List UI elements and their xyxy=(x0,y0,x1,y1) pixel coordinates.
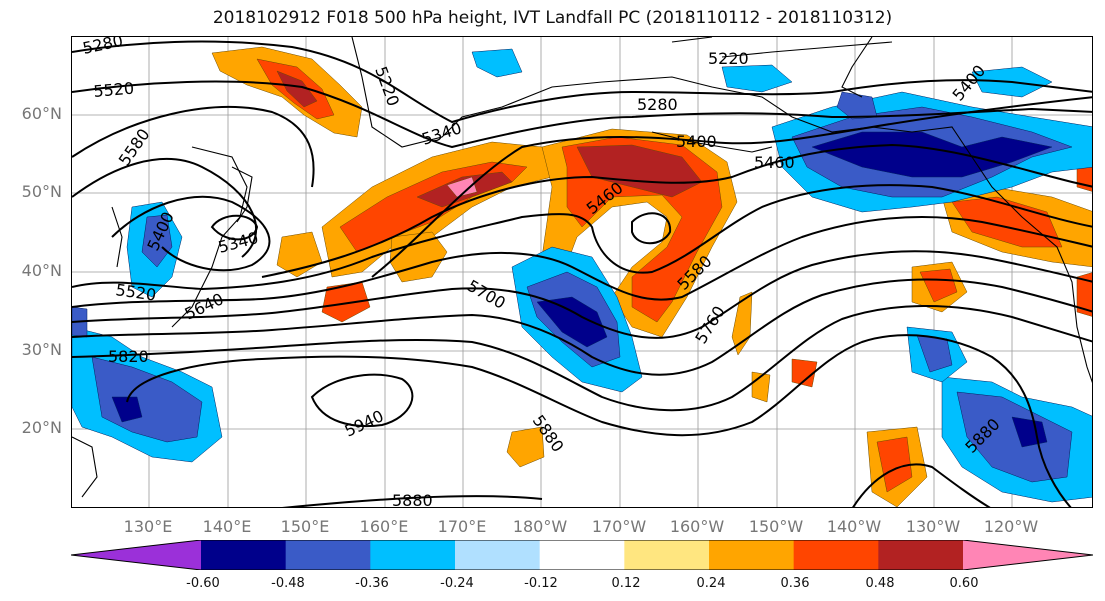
lat-label-40n: 40°N xyxy=(21,261,62,280)
contour-label: 5520 xyxy=(93,79,135,101)
lon-label-170w: 170°W xyxy=(591,517,647,536)
colorbar-tick-label: -0.12 xyxy=(524,576,558,591)
colorbar-segment xyxy=(709,540,795,570)
colorbar-segment xyxy=(285,540,371,570)
contour-label: 5460 xyxy=(754,153,795,172)
height-contours xyxy=(72,40,1092,507)
lat-label-50n: 50°N xyxy=(21,182,62,201)
contour-label: 5220 xyxy=(371,64,403,109)
lon-label-130e: 130°E xyxy=(123,517,173,536)
contour-label: 5820 xyxy=(108,347,149,366)
contour-label: 5400 xyxy=(676,132,717,151)
lon-label-130w: 130°W xyxy=(905,517,961,536)
contour-label: 5640 xyxy=(182,289,227,323)
contour-label: 5940 xyxy=(342,406,387,440)
lon-label-160e: 160°E xyxy=(359,517,409,536)
map-title: 2018102912 F018 500 hPa height, IVT Land… xyxy=(212,8,893,28)
contour-label: 5760 xyxy=(691,303,729,348)
colorbar xyxy=(71,540,1093,570)
lon-label-150w: 150°W xyxy=(748,517,804,536)
colorbar-extend-high xyxy=(963,540,1093,570)
contour-label: 5700 xyxy=(464,276,509,313)
contour-label: 5880 xyxy=(392,491,433,508)
contour-label: 5280 xyxy=(637,95,678,114)
lon-label-140e: 140°E xyxy=(202,517,252,536)
lon-label-170e: 170°E xyxy=(437,517,487,536)
colorbar-segment xyxy=(455,540,541,570)
colorbar-segment xyxy=(539,540,625,570)
colorbar-tick-label: 0.36 xyxy=(780,576,810,591)
lat-label-30n: 30°N xyxy=(21,340,62,359)
colorbar-tick-label: -0.48 xyxy=(271,576,305,591)
lat-label-60n: 60°N xyxy=(21,104,62,123)
colorbar-tick-label: 0.12 xyxy=(611,576,641,591)
contour-label: 5220 xyxy=(708,49,749,68)
colorbar-tick-label: -0.60 xyxy=(186,576,220,591)
lon-label-150e: 150°E xyxy=(280,517,330,536)
contour-label: 5340 xyxy=(216,228,260,257)
colorbar-segment xyxy=(201,540,287,570)
colorbar-segment xyxy=(370,540,456,570)
map-panel: 5280 5220 5520 5220 5280 5400 5340 5400 … xyxy=(71,36,1093,508)
colorbar-tick-label: -0.24 xyxy=(440,576,474,591)
colorbar-segment xyxy=(878,540,964,570)
colorbar-tick-label: 0.24 xyxy=(696,576,726,591)
lat-label-20n: 20°N xyxy=(21,418,62,437)
colorbar-tick-label: -0.36 xyxy=(355,576,389,591)
contour-label: 5280 xyxy=(81,37,125,58)
colorbar-extend-low xyxy=(71,540,201,570)
lon-label-160w: 160°W xyxy=(669,517,725,536)
colorbar-segment xyxy=(624,540,710,570)
lon-label-140w: 140°W xyxy=(826,517,882,536)
colorbar-tick-label: 0.48 xyxy=(865,576,895,591)
lon-label-180w: 180°W xyxy=(512,517,568,536)
lon-label-120w: 120°W xyxy=(983,517,1039,536)
colorbar-tick-label: 0.60 xyxy=(949,576,979,591)
colorbar-segment xyxy=(793,540,879,570)
